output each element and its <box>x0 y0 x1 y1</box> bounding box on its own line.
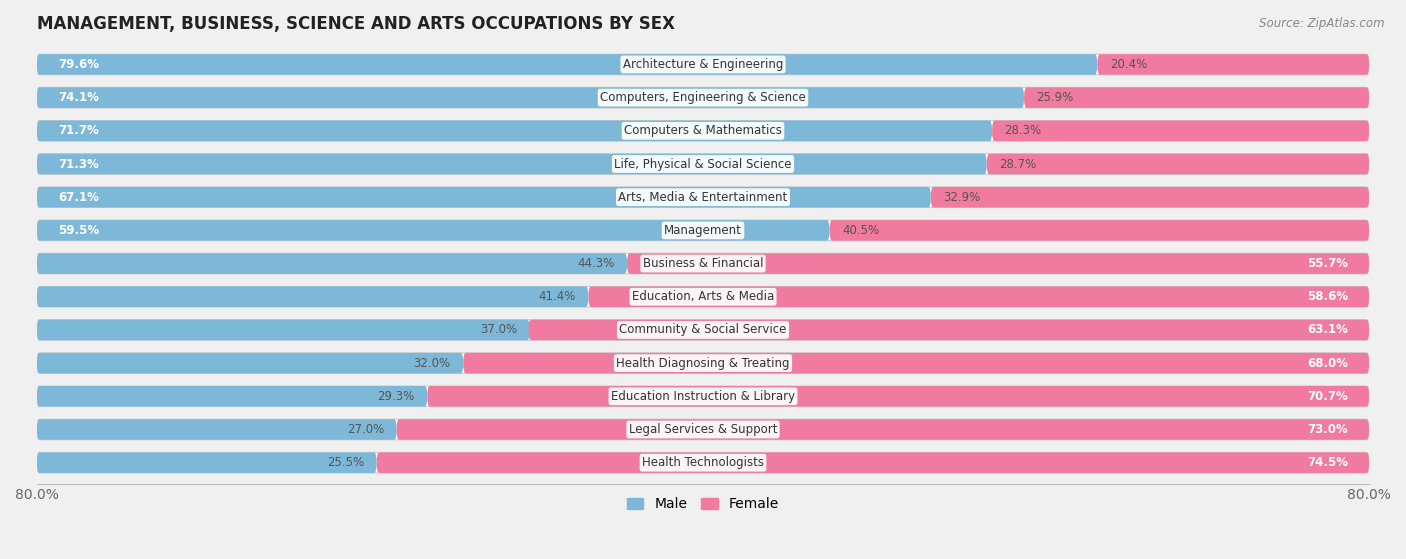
Text: 32.9%: 32.9% <box>943 191 980 203</box>
Text: Architecture & Engineering: Architecture & Engineering <box>623 58 783 71</box>
Text: Arts, Media & Entertainment: Arts, Media & Entertainment <box>619 191 787 203</box>
FancyBboxPatch shape <box>993 121 1369 141</box>
FancyBboxPatch shape <box>37 121 993 141</box>
Text: 32.0%: 32.0% <box>413 357 451 369</box>
Text: Health Technologists: Health Technologists <box>643 456 763 469</box>
FancyBboxPatch shape <box>37 320 530 340</box>
Text: Legal Services & Support: Legal Services & Support <box>628 423 778 436</box>
FancyBboxPatch shape <box>1024 87 1369 108</box>
FancyBboxPatch shape <box>37 87 1369 108</box>
FancyBboxPatch shape <box>37 386 427 406</box>
FancyBboxPatch shape <box>37 452 1369 473</box>
FancyBboxPatch shape <box>396 419 1369 440</box>
FancyBboxPatch shape <box>37 320 1369 340</box>
FancyBboxPatch shape <box>589 286 1369 307</box>
FancyBboxPatch shape <box>37 253 1369 274</box>
Text: 37.0%: 37.0% <box>481 324 517 337</box>
FancyBboxPatch shape <box>427 386 1369 406</box>
FancyBboxPatch shape <box>931 187 1369 207</box>
Text: 20.4%: 20.4% <box>1109 58 1147 71</box>
Text: Community & Social Service: Community & Social Service <box>619 324 787 337</box>
Text: 27.0%: 27.0% <box>347 423 384 436</box>
Text: Education Instruction & Library: Education Instruction & Library <box>612 390 794 403</box>
Text: Source: ZipAtlas.com: Source: ZipAtlas.com <box>1260 17 1385 30</box>
Text: 25.5%: 25.5% <box>328 456 364 469</box>
FancyBboxPatch shape <box>37 220 1369 241</box>
FancyBboxPatch shape <box>463 353 1369 373</box>
Text: 67.1%: 67.1% <box>58 191 98 203</box>
Text: MANAGEMENT, BUSINESS, SCIENCE AND ARTS OCCUPATIONS BY SEX: MANAGEMENT, BUSINESS, SCIENCE AND ARTS O… <box>37 15 675 33</box>
Text: Computers & Mathematics: Computers & Mathematics <box>624 124 782 138</box>
Text: 29.3%: 29.3% <box>378 390 415 403</box>
Text: 71.7%: 71.7% <box>58 124 98 138</box>
Text: 74.5%: 74.5% <box>1308 456 1348 469</box>
FancyBboxPatch shape <box>37 286 589 307</box>
FancyBboxPatch shape <box>377 452 1369 473</box>
Text: 58.6%: 58.6% <box>1308 290 1348 304</box>
Text: Computers, Engineering & Science: Computers, Engineering & Science <box>600 91 806 104</box>
FancyBboxPatch shape <box>37 353 1369 373</box>
FancyBboxPatch shape <box>37 154 1369 174</box>
Text: 28.3%: 28.3% <box>1004 124 1042 138</box>
Text: 44.3%: 44.3% <box>578 257 614 270</box>
FancyBboxPatch shape <box>37 54 1369 75</box>
Text: 55.7%: 55.7% <box>1308 257 1348 270</box>
FancyBboxPatch shape <box>37 419 1369 440</box>
FancyBboxPatch shape <box>1097 54 1369 75</box>
Text: Health Diagnosing & Treating: Health Diagnosing & Treating <box>616 357 790 369</box>
FancyBboxPatch shape <box>37 353 463 373</box>
FancyBboxPatch shape <box>37 154 987 174</box>
FancyBboxPatch shape <box>37 87 1024 108</box>
FancyBboxPatch shape <box>987 154 1369 174</box>
FancyBboxPatch shape <box>37 386 1369 406</box>
FancyBboxPatch shape <box>37 419 396 440</box>
Text: 79.6%: 79.6% <box>58 58 98 71</box>
Text: Business & Financial: Business & Financial <box>643 257 763 270</box>
Text: 59.5%: 59.5% <box>58 224 98 237</box>
FancyBboxPatch shape <box>37 121 1369 141</box>
FancyBboxPatch shape <box>529 320 1369 340</box>
Text: 70.7%: 70.7% <box>1308 390 1348 403</box>
Text: Management: Management <box>664 224 742 237</box>
Text: 41.4%: 41.4% <box>538 290 576 304</box>
FancyBboxPatch shape <box>830 220 1369 241</box>
FancyBboxPatch shape <box>37 54 1097 75</box>
Text: 40.5%: 40.5% <box>842 224 879 237</box>
Text: 73.0%: 73.0% <box>1308 423 1348 436</box>
FancyBboxPatch shape <box>37 220 830 241</box>
FancyBboxPatch shape <box>37 253 627 274</box>
Text: Life, Physical & Social Science: Life, Physical & Social Science <box>614 158 792 170</box>
Text: Education, Arts & Media: Education, Arts & Media <box>631 290 775 304</box>
Text: 71.3%: 71.3% <box>58 158 98 170</box>
Text: 68.0%: 68.0% <box>1308 357 1348 369</box>
FancyBboxPatch shape <box>37 286 1369 307</box>
Text: 74.1%: 74.1% <box>58 91 98 104</box>
FancyBboxPatch shape <box>37 187 1369 207</box>
Legend: Male, Female: Male, Female <box>621 492 785 517</box>
FancyBboxPatch shape <box>627 253 1369 274</box>
FancyBboxPatch shape <box>37 187 931 207</box>
Text: 28.7%: 28.7% <box>1000 158 1036 170</box>
Text: 25.9%: 25.9% <box>1036 91 1074 104</box>
FancyBboxPatch shape <box>37 452 377 473</box>
Text: 63.1%: 63.1% <box>1308 324 1348 337</box>
